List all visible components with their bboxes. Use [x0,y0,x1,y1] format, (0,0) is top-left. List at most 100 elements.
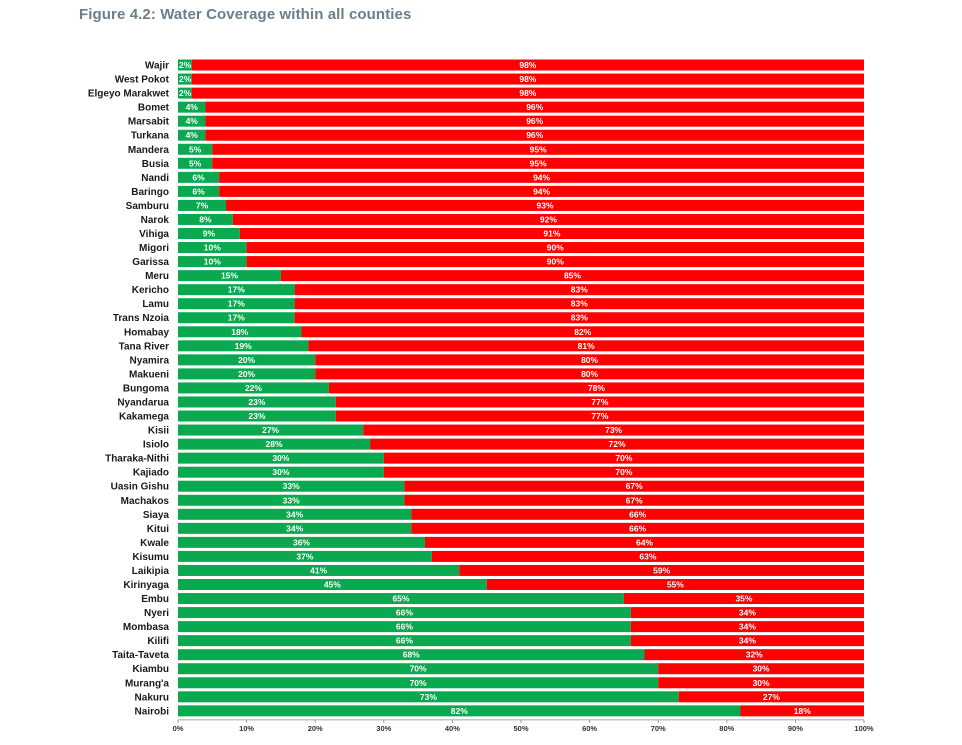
bar-covered [178,340,309,352]
x-tick-label: 20% [308,724,323,733]
category-label: Taita-Taveta [112,650,169,661]
value-label-not-covered: 80% [581,355,598,365]
value-label-not-covered: 96% [526,130,543,140]
value-label-covered: 33% [283,495,300,505]
value-label-not-covered: 96% [526,102,543,112]
value-label-not-covered: 64% [636,537,653,547]
category-label: Makueni [129,369,169,380]
x-axis: 0% 10% 20% 30% 40% 50% 60% 70% 80% 90% 100% [173,719,874,733]
bar-covered [178,242,247,254]
bar-not-covered [658,663,864,675]
value-label-not-covered: 82% [574,327,591,337]
category-label: Busia [142,159,170,170]
bar-not-covered [424,536,864,548]
bar-covered [178,326,302,338]
value-label-covered: 19% [235,341,252,351]
value-label-not-covered: 32% [746,650,763,660]
value-label-not-covered: 83% [571,313,588,323]
value-label-not-covered: 34% [739,608,756,618]
bar-not-covered [678,691,864,703]
category-label: Elgeyo Marakwet [88,89,170,100]
value-label-not-covered: 83% [571,285,588,295]
value-label-not-covered: 27% [763,692,780,702]
bar-not-covered [239,228,865,239]
bar-covered [178,228,240,239]
value-label-not-covered: 98% [519,60,536,70]
bar-covered [178,550,432,562]
value-label-covered: 65% [392,594,409,604]
x-tick-label: 10% [239,724,254,733]
value-label-covered: 70% [410,664,427,674]
category-label: Mombasa [123,622,170,633]
value-label-covered: 7% [196,200,209,210]
category-label: Kiambu [132,664,169,675]
category-label: Kisii [148,426,169,437]
bar-covered [178,382,329,394]
value-label-not-covered: 35% [735,594,752,604]
bar-not-covered [219,171,864,183]
category-label: Kirinyaga [123,580,169,591]
bar-not-covered [191,59,865,71]
x-tick-label: 30% [376,724,391,733]
value-label-not-covered: 30% [753,678,770,688]
value-label-not-covered: 59% [653,565,670,575]
category-label: Mandera [128,145,170,156]
value-label-covered: 18% [231,327,248,337]
category-label: Samburu [126,201,169,212]
bar-not-covered [644,649,864,661]
value-label-covered: 36% [293,537,310,547]
category-label: Kakamega [119,412,169,423]
value-label-not-covered: 95% [530,144,547,154]
bar-not-covered [486,579,864,590]
bar-not-covered [294,284,864,296]
bar-not-covered [370,438,864,450]
value-label-not-covered: 98% [519,74,536,84]
category-label: Laikipia [132,566,170,577]
value-label-covered: 33% [283,481,300,491]
category-label: Kitui [147,524,169,535]
bar-covered [178,607,631,619]
bar-covered [178,536,425,548]
bar-not-covered [630,635,864,647]
bar-not-covered [212,143,865,155]
category-label: Bomet [138,103,170,114]
x-tick-label: 40% [445,724,460,733]
bar-covered [178,171,220,183]
bar-covered [178,649,645,661]
bar-covered [178,424,364,436]
bar-not-covered [658,677,864,689]
bar-covered [178,410,336,422]
x-tick-label: 100% [854,724,874,733]
bar-not-covered [383,452,864,464]
category-label: Isiolo [143,440,169,451]
value-label-covered: 20% [238,355,255,365]
x-tick-label: 80% [719,724,734,733]
value-label-covered: 5% [189,158,202,168]
value-label-not-covered: 85% [564,271,581,281]
bar-covered [178,438,371,450]
bar-not-covered [328,382,864,394]
bar-covered [178,691,679,703]
category-label: Embu [141,594,169,605]
value-label-not-covered: 94% [533,172,550,182]
value-label-covered: 2% [179,88,192,98]
category-label: Nairobi [135,706,170,717]
bar-covered [178,494,405,506]
category-label: Wajir [145,61,169,72]
bar-covered [178,593,624,605]
bar-not-covered [363,424,864,436]
category-label: Trans Nzoia [113,313,170,324]
value-label-not-covered: 95% [530,158,547,168]
value-label-covered: 66% [396,608,413,618]
bar-covered [178,312,295,324]
bar-covered [178,59,192,71]
value-label-not-covered: 77% [591,397,608,407]
category-label: Machakos [121,496,170,507]
value-label-covered: 17% [228,299,245,309]
category-label: Garissa [132,257,169,268]
bar-covered [178,522,412,534]
bar-not-covered [301,326,865,338]
bar-not-covered [191,87,865,99]
bar-not-covered [205,101,864,113]
bar-covered [178,705,741,717]
